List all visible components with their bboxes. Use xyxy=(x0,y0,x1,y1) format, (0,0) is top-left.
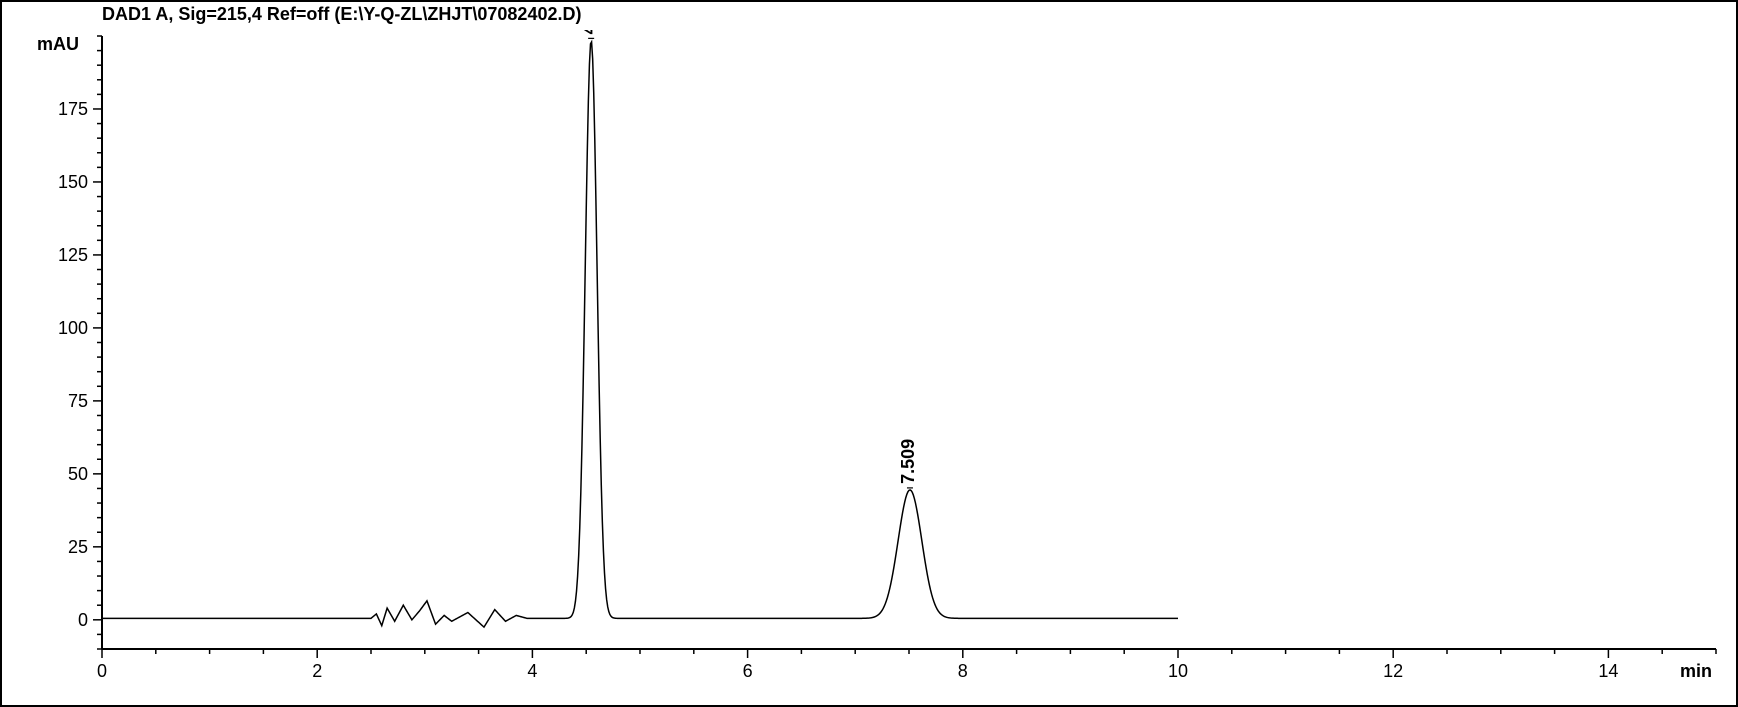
chromatogram-frame: DAD1 A, Sig=215,4 Ref=off (E:\Y-Q-ZL\ZHJ… xyxy=(0,0,1738,707)
plot-area: 0 25 50 75 100 125 150 175 mAU 0 2 4 6 8 10 12 14 min 4.54… xyxy=(12,30,1726,695)
chart-title: DAD1 A, Sig=215,4 Ref=off (E:\Y-Q-ZL\ZHJ… xyxy=(102,4,581,25)
y-tick-label: 0 xyxy=(78,610,88,630)
chromatogram-trace xyxy=(102,42,1178,627)
y-axis-label: mAU xyxy=(37,34,79,54)
y-tick-label: 175 xyxy=(58,99,88,119)
y-tick-label: 100 xyxy=(58,318,88,338)
peak-label: 7.509 xyxy=(898,439,918,484)
chromatogram-svg: 0 25 50 75 100 125 150 175 mAU 0 2 4 6 8 10 12 14 min 4.54… xyxy=(12,30,1726,695)
y-tick-label: 50 xyxy=(68,464,88,484)
x-tick-label: 14 xyxy=(1598,661,1618,681)
peak-label: 4.546 xyxy=(579,30,599,34)
x-tick-label: 12 xyxy=(1383,661,1403,681)
x-tick-label: 10 xyxy=(1168,661,1188,681)
x-tick-label: 0 xyxy=(97,661,107,681)
x-tick-label: 4 xyxy=(527,661,537,681)
x-tick-label: 2 xyxy=(312,661,322,681)
y-tick-label: 150 xyxy=(58,172,88,192)
y-tick-label: 125 xyxy=(58,245,88,265)
y-tick-label: 75 xyxy=(68,391,88,411)
y-tick-label: 25 xyxy=(68,537,88,557)
x-tick-label: 8 xyxy=(958,661,968,681)
x-axis-label: min xyxy=(1680,661,1712,681)
x-tick-label: 6 xyxy=(743,661,753,681)
